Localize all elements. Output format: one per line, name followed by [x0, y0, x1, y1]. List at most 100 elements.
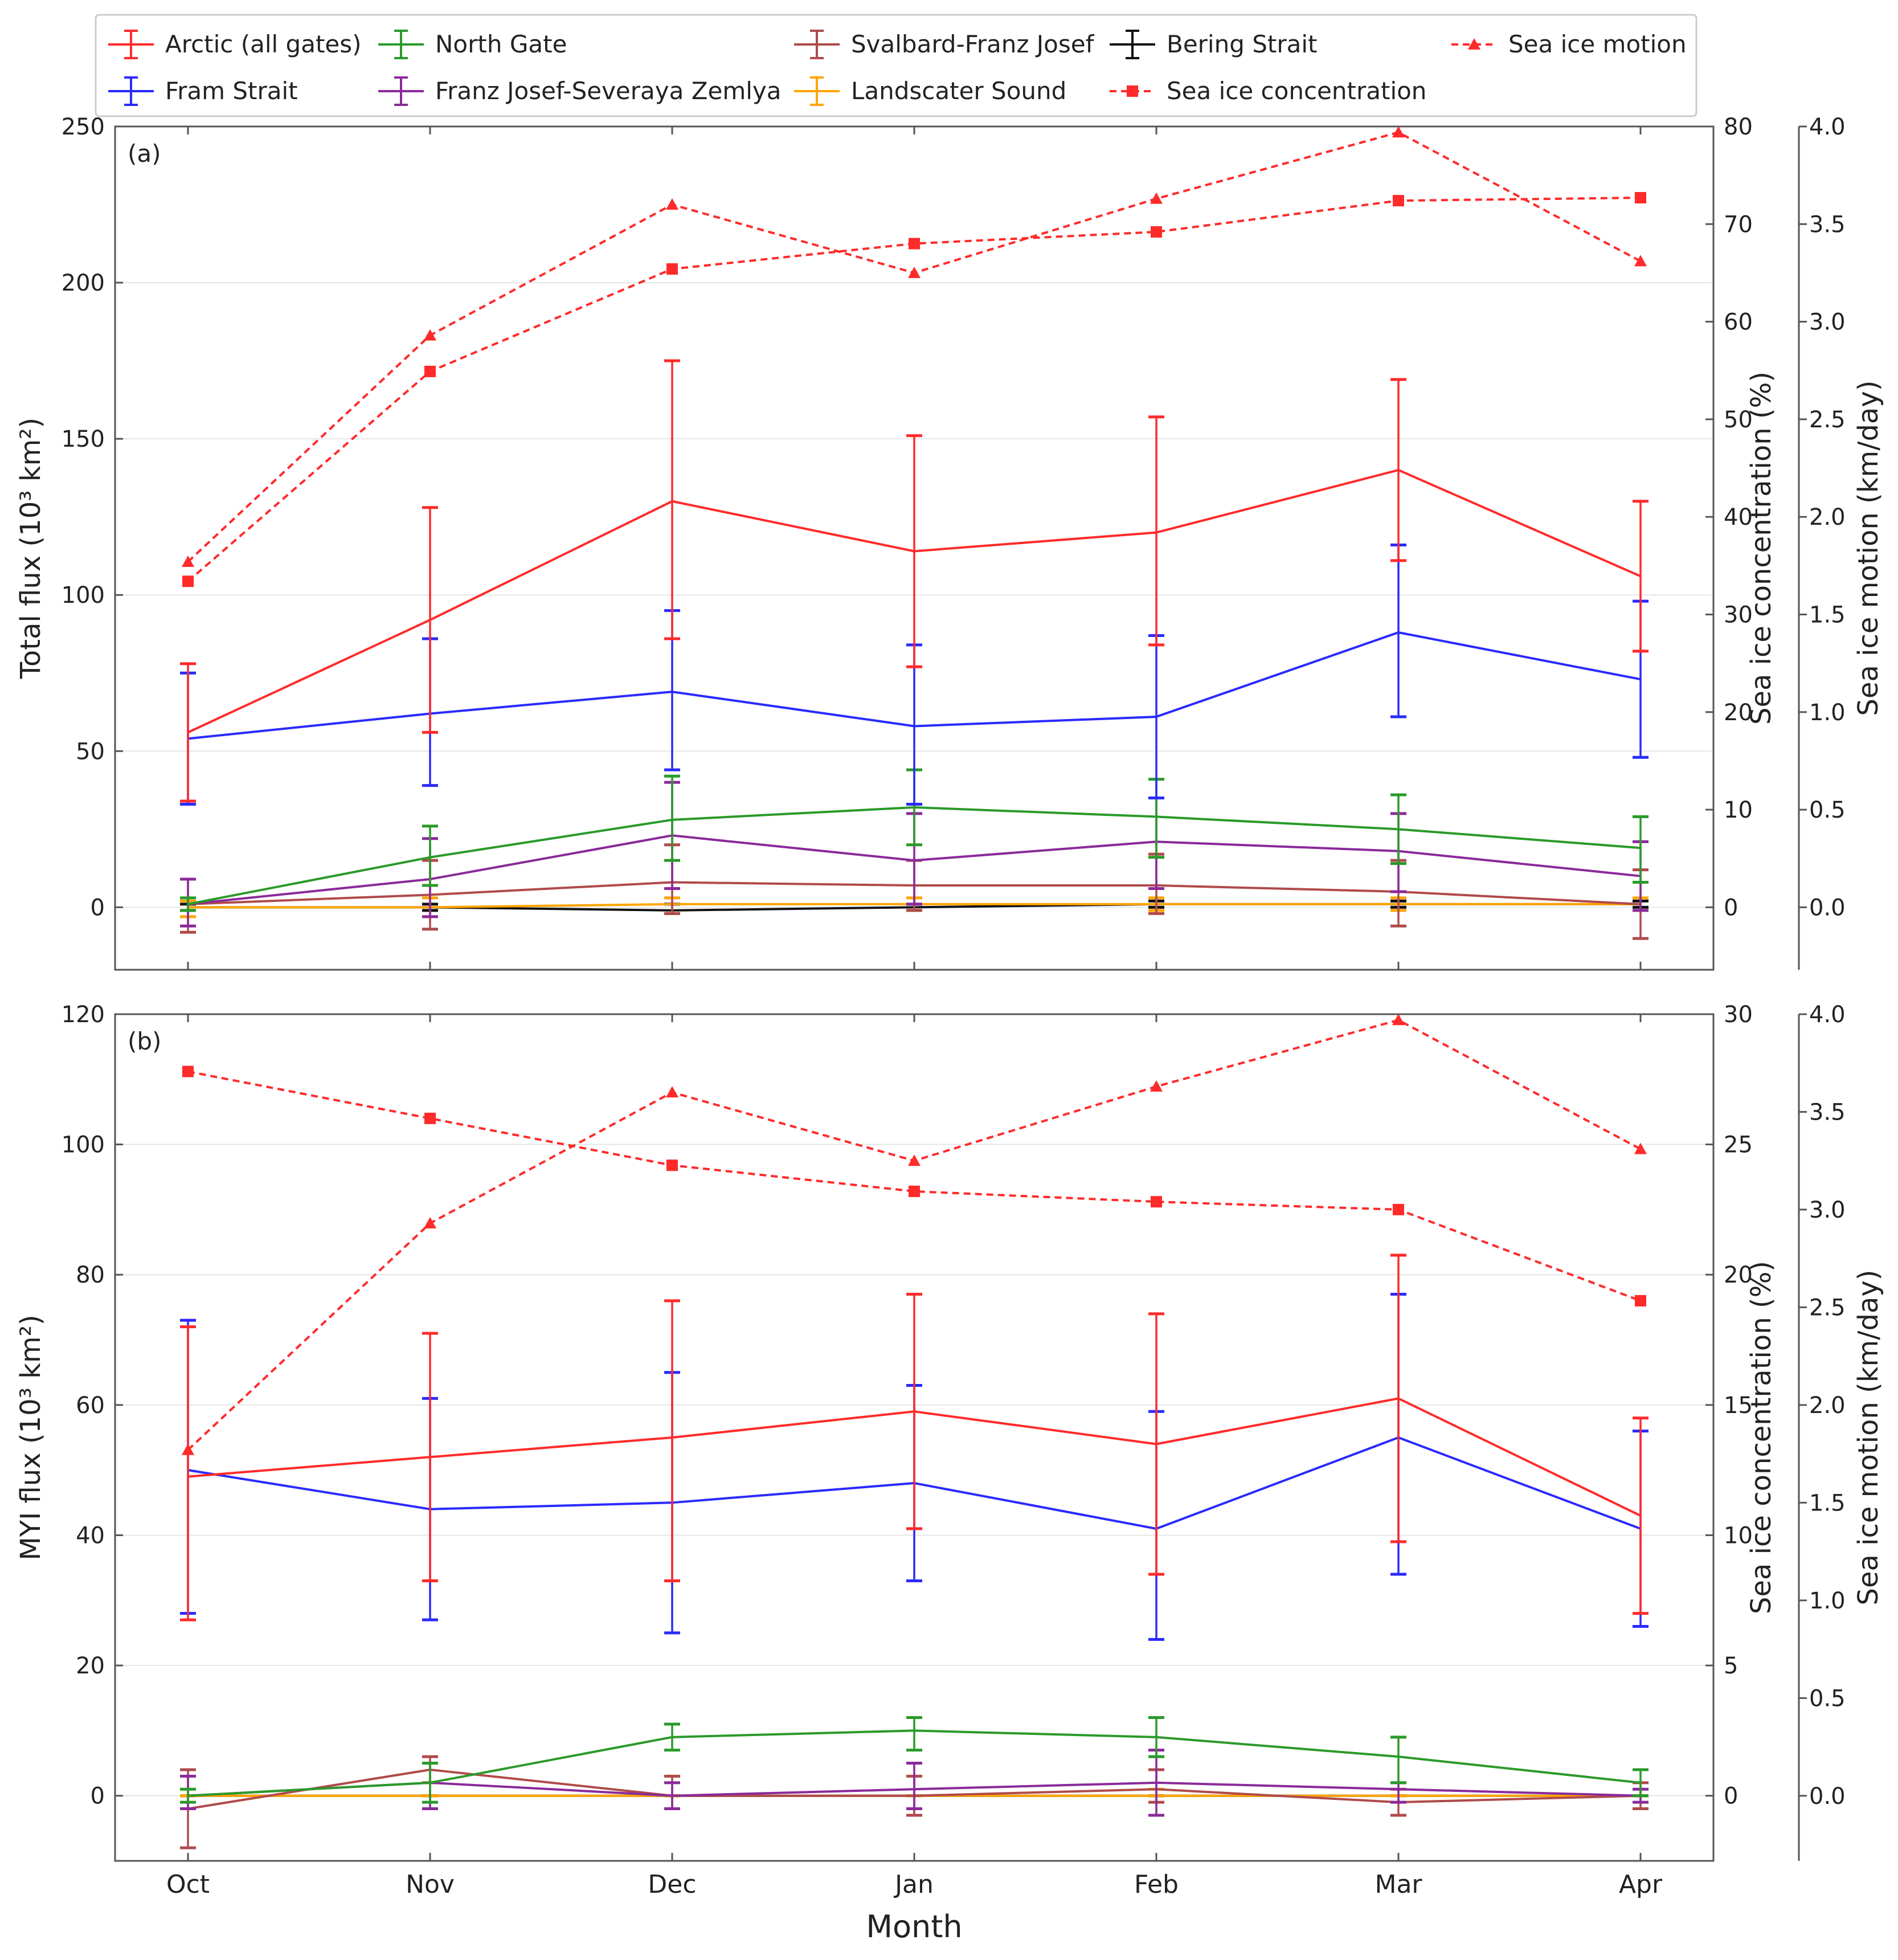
motion-marker: [1634, 1142, 1647, 1154]
y-right1-tick-label: 40: [1724, 504, 1753, 530]
data-point: [906, 1716, 922, 1752]
y-right1-tick-label: 10: [1724, 1522, 1753, 1549]
data-point: [664, 1722, 680, 1752]
y-tick-label: 20: [76, 1653, 105, 1679]
concentration-marker: [424, 1112, 436, 1124]
data-point: [1390, 1736, 1406, 1785]
data-point: [664, 774, 680, 862]
data-point: [1390, 1781, 1406, 1804]
y-right1-tick-label: 20: [1724, 1262, 1753, 1288]
motion-marker: [182, 555, 194, 567]
y-right1-tick-label: 70: [1724, 211, 1753, 238]
legend-frame: [95, 14, 1697, 117]
motion-marker: [666, 198, 678, 210]
y-tick-label: 100: [62, 582, 105, 609]
series-sea-ice-concentration: [182, 1065, 1646, 1306]
x-tick-label: Jan: [893, 1870, 934, 1899]
y-tick-label: 150: [62, 426, 105, 452]
data-point: [422, 1762, 438, 1804]
data-point: [1633, 500, 1649, 653]
data-point: [664, 1299, 680, 1582]
y-right1-axis-label: Sea ice concentration (%): [1745, 1261, 1777, 1614]
legend-item-bering-strait: Bering Strait: [1110, 30, 1318, 59]
legend-item-svalbard-franz-josef: Svalbard-Franz Josef: [794, 30, 1095, 59]
y-tick-label: 0: [91, 895, 105, 921]
motion-marker: [908, 266, 921, 278]
y-tick-label: 0: [91, 1783, 105, 1810]
legend-item-north-gate: North Gate: [378, 30, 567, 59]
y-axis-label: Total flux (10³ km²): [15, 418, 47, 680]
legend-item-sea-ice-concentration: Sea ice concentration: [1110, 77, 1426, 105]
data-point: [664, 1781, 680, 1811]
concentration-marker: [1393, 195, 1404, 207]
y-right2-tick-label: 2.5: [1809, 1295, 1846, 1321]
concentration-marker: [666, 1159, 678, 1171]
panel-label: (b): [128, 1027, 161, 1055]
y-right1-tick-label: 50: [1724, 407, 1753, 433]
legend-item-landscater-sound: Landscater Sound: [794, 76, 1066, 106]
x-tick-label: Mar: [1375, 1870, 1422, 1899]
concentration-marker: [1635, 192, 1646, 204]
legend-swatch-marker: [1127, 85, 1138, 97]
data-point: [180, 1787, 196, 1804]
chart-panel-b: 0 20 40 60 80 100 120 0 5 10 15 20 25 30 0.0 0.5 1.0 1.5 2…: [62, 1002, 1846, 1899]
y-right1-axis-label: Sea ice concentration (%): [1745, 371, 1777, 725]
data-point: [1390, 544, 1406, 718]
motion-marker: [908, 1154, 921, 1166]
y-tick-label: 50: [76, 738, 105, 765]
x-axis-label: Month: [866, 1909, 962, 1945]
data-point: [1390, 793, 1406, 865]
legend-label: North Gate: [435, 30, 567, 58]
data-point: [1390, 378, 1406, 562]
concentration-marker: [909, 1185, 920, 1197]
data-point: [1148, 1312, 1164, 1576]
y-right2-tick-label: 3.0: [1809, 1197, 1846, 1223]
data-point: [422, 824, 438, 887]
y-right2-tick-label: 3.5: [1809, 211, 1846, 238]
series-arctic-all-gates: [180, 359, 1649, 803]
y-right1-tick-label: 0: [1724, 1783, 1738, 1810]
concentration-marker: [909, 238, 920, 250]
y-tick-label: 80: [76, 1262, 105, 1288]
data-point: [1148, 415, 1164, 647]
legend-label: Bering Strait: [1167, 30, 1318, 58]
motion-marker: [1150, 192, 1163, 204]
y-right2-tick-label: 0.0: [1809, 1783, 1846, 1810]
y-right2-tick-label: 1.5: [1809, 1490, 1846, 1516]
legend-item-arctic-all-gates: Arctic (all gates): [108, 30, 362, 59]
y-tick-label: 250: [62, 114, 105, 140]
y-right2-tick-label: 4.0: [1809, 1002, 1846, 1028]
series-sea-ice-motion: [182, 126, 1647, 567]
legend: Arctic (all gates) North Gate Svalbard-Fra…: [95, 14, 1697, 117]
x-tick-label: Feb: [1134, 1870, 1179, 1899]
concentration-marker: [182, 575, 194, 587]
motion-marker: [1634, 255, 1647, 267]
legend-label: Landscater Sound: [851, 77, 1066, 105]
data-point: [1633, 1416, 1649, 1615]
series-sea-ice-motion: [182, 1014, 1647, 1455]
x-tick-label: Nov: [406, 1870, 455, 1899]
concentration-marker: [1635, 1295, 1646, 1306]
y-right1-tick-label: 80: [1724, 114, 1753, 140]
y-right1-tick-label: 30: [1724, 1002, 1753, 1028]
motion-marker: [424, 1216, 436, 1228]
concentration-marker: [1393, 1203, 1404, 1215]
data-point: [906, 1293, 922, 1530]
y-tick-label: 100: [62, 1132, 105, 1158]
y-tick-label: 200: [62, 270, 105, 296]
legend-item-sea-ice-motion: Sea ice motion: [1451, 30, 1687, 58]
legend-label: Franz Josef-Severaya Zemlya: [435, 77, 782, 105]
y-right2-tick-label: 0.0: [1809, 895, 1846, 921]
data-point: [1148, 1716, 1164, 1758]
y-right1-tick-label: 0: [1724, 895, 1738, 921]
panel-label: (a): [128, 140, 161, 168]
y-right2-tick-label: 0.5: [1809, 1685, 1846, 1712]
data-point: [180, 662, 196, 803]
data-point: [422, 1332, 438, 1582]
y-axis-label: MYI flux (10³ km²): [15, 1314, 47, 1560]
data-point: [180, 1325, 196, 1622]
motion-marker: [1150, 1080, 1163, 1092]
y-right2-tick-label: 2.5: [1809, 407, 1846, 433]
